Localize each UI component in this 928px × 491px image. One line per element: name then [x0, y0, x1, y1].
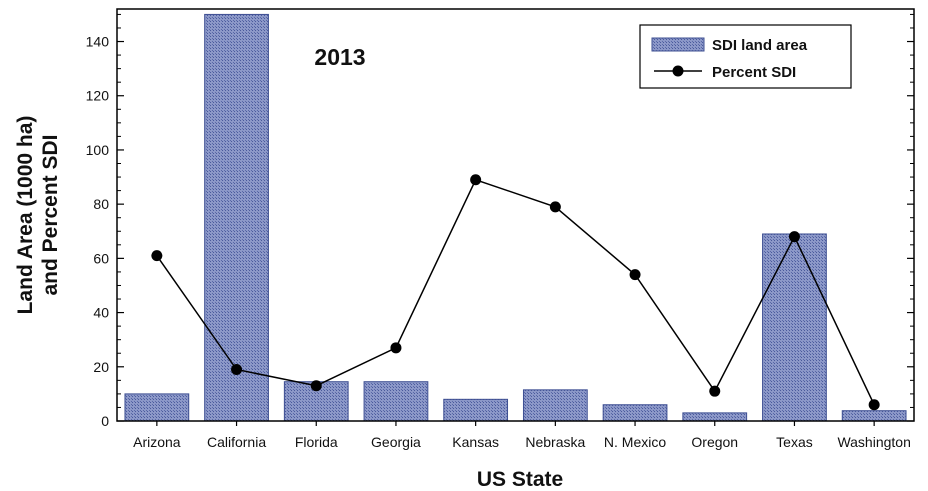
- x-tick-label: California: [207, 434, 266, 450]
- legend: SDI land area Percent SDI: [639, 24, 852, 89]
- x-tick-label: Arizona: [133, 434, 181, 450]
- point-georgia: [390, 342, 402, 354]
- y-tick-label: 40: [93, 305, 109, 321]
- x-tick-label: Oregon: [691, 434, 738, 450]
- y-axis-title-line1: Land Area (1000 ha): [14, 116, 37, 315]
- legend-box: [639, 24, 852, 89]
- y-tick-label: 100: [86, 142, 110, 158]
- bar-nebraska: [522, 389, 588, 422]
- bar-arizona: [124, 393, 190, 422]
- plot-frame: [116, 8, 915, 422]
- x-axis: Arizona California Florida Georgia Kansas Neb…: [133, 421, 911, 450]
- x-tick-label: Kansas: [452, 434, 499, 450]
- point-texas: [788, 231, 800, 243]
- x-tick-label: Texas: [776, 434, 813, 450]
- point-kansas: [470, 174, 482, 186]
- y-axis-title: Land Area (1000 ha) and Percent SDI: [14, 116, 62, 315]
- bar-series: [124, 13, 907, 422]
- legend-line-marker: [672, 65, 684, 77]
- point-oregon: [709, 385, 721, 397]
- x-tick-label: Washington: [837, 434, 910, 450]
- x-tick-label: N. Mexico: [604, 434, 666, 450]
- bar-washington: [841, 410, 907, 422]
- bar-oregon: [682, 412, 748, 422]
- bar-georgia: [363, 381, 429, 422]
- y-tick-label: 80: [93, 196, 109, 212]
- x-tick-label: Nebraska: [525, 434, 585, 450]
- x-axis-title: US State: [477, 468, 563, 491]
- point-washington: [868, 399, 880, 411]
- bar-california: [204, 13, 269, 422]
- bar-texas: [762, 233, 827, 422]
- x-tick-label: Florida: [295, 434, 338, 450]
- y-tick-label: 20: [93, 359, 109, 375]
- legend-bar-swatch: [651, 37, 705, 52]
- point-n-mexico: [629, 269, 641, 281]
- legend-label-line: Percent SDI: [712, 64, 796, 81]
- y-axis-title-line2: and Percent SDI: [39, 134, 62, 295]
- line-series: [151, 174, 880, 411]
- y-tick-label: 60: [93, 250, 109, 266]
- point-arizona: [151, 250, 163, 262]
- percent-sdi-line: [156, 178, 875, 406]
- y-axis: 0 20 40 60 80 100 120 140: [86, 13, 914, 429]
- y-tick-label: 120: [86, 88, 110, 104]
- point-nebraska: [549, 201, 561, 213]
- y-tick-label: 0: [101, 413, 109, 429]
- point-florida: [310, 380, 322, 392]
- chart-title: 2013: [314, 44, 365, 70]
- bar-kansas: [443, 398, 509, 422]
- legend-label-bars: SDI land area: [712, 37, 808, 54]
- point-california: [231, 364, 243, 375]
- x-tick-label: Georgia: [371, 434, 421, 450]
- y-tick-label: 140: [86, 34, 110, 50]
- bar-n-mexico: [602, 404, 668, 422]
